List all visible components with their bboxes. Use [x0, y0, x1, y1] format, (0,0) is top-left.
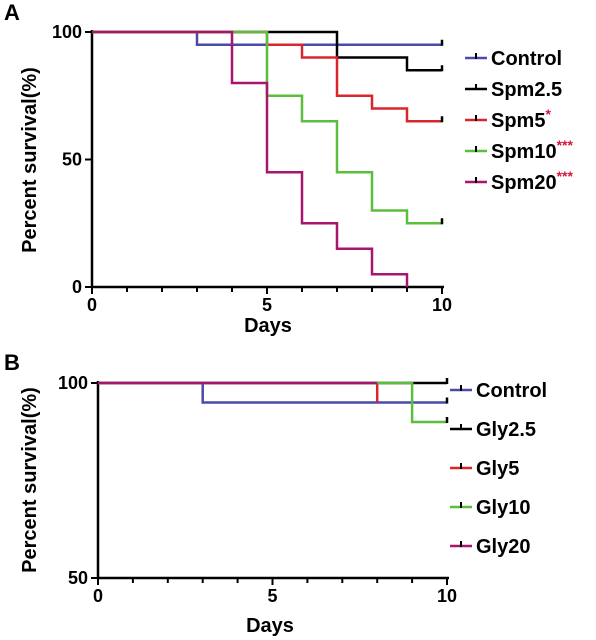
panel-b: B Days Percent survival(%) 0 5 10 50 100 Con…	[4, 350, 547, 637]
panel-a-legend-significance: ***	[557, 137, 574, 153]
panel-a-series-spm20	[92, 30, 409, 287]
panel-a-y-tick-label: 100	[52, 22, 82, 42]
panel-b-legend-item-gly10: Gly10	[450, 497, 530, 519]
panel-b-legend-label: Control	[476, 380, 547, 402]
panel-a-legend-label: Spm2.5	[491, 79, 562, 101]
panel-b-x-tick-label: 5	[267, 586, 277, 606]
panel-b-legend-item-gly20: Gly20	[450, 536, 530, 558]
panel-a-label: A	[4, 0, 20, 25]
panel-a-legend-label: Control	[491, 48, 562, 70]
panel-a-legend-significance: *	[545, 106, 551, 122]
panel-a-x-tick-label: 5	[262, 295, 272, 315]
panel-a-y-tick-label: 0	[72, 277, 82, 297]
panel-a-legend-significance: ***	[557, 168, 574, 184]
panel-a-series-spm2-5	[92, 30, 442, 72]
panel-a-legend-item-spm10: Spm10***	[465, 137, 573, 163]
panel-b-y-axis-label: Percent survival(%)	[19, 387, 41, 573]
panel-a-x-tick-label: 10	[432, 295, 452, 315]
panel-b-legend-label: Gly10	[476, 497, 530, 519]
panel-a-y-tick-label: 50	[62, 150, 82, 170]
panel-a-x-tick-label: 0	[87, 295, 97, 315]
panel-b-legend-item-gly5: Gly5	[450, 458, 519, 480]
panel-a-legend-label: Spm20***	[491, 168, 573, 194]
panel-b-x-tick-label: 10	[437, 586, 457, 606]
panel-b-x-axis-label: Days	[246, 615, 294, 637]
panel-a-legend-item-spm2-5: Spm2.5	[465, 79, 562, 101]
panel-a-y-axis-label: Percent survival(%)	[19, 67, 41, 253]
panel-b-legend-label: Gly2.5	[476, 419, 536, 441]
panel-b-label: B	[4, 350, 20, 375]
panel-b-legend-label: Gly5	[476, 458, 519, 480]
panel-b-x-tick-label: 0	[93, 586, 103, 606]
panel-b-series-gly5	[98, 381, 379, 403]
panel-a-legend-item-spm5: Spm5*	[465, 106, 551, 132]
panel-b-y-tick-label: 50	[68, 568, 88, 588]
panel-b-legend-item-gly2-5: Gly2.5	[450, 419, 536, 441]
panel-b-legend-item-control: Control	[450, 380, 547, 402]
panel-a-legend-label: Spm10***	[491, 137, 573, 163]
panel-b-y-tick-label: 100	[58, 373, 88, 393]
panel-a-legend-label: Spm5*	[491, 106, 551, 132]
panel-a-x-axis-label: Days	[244, 315, 292, 337]
panel-a-legend-item-control: Control	[465, 48, 562, 70]
panel-b-legend-label: Gly20	[476, 536, 530, 558]
panel-a-legend-item-spm20: Spm20***	[465, 168, 573, 194]
panel-b-series-control	[98, 381, 447, 404]
